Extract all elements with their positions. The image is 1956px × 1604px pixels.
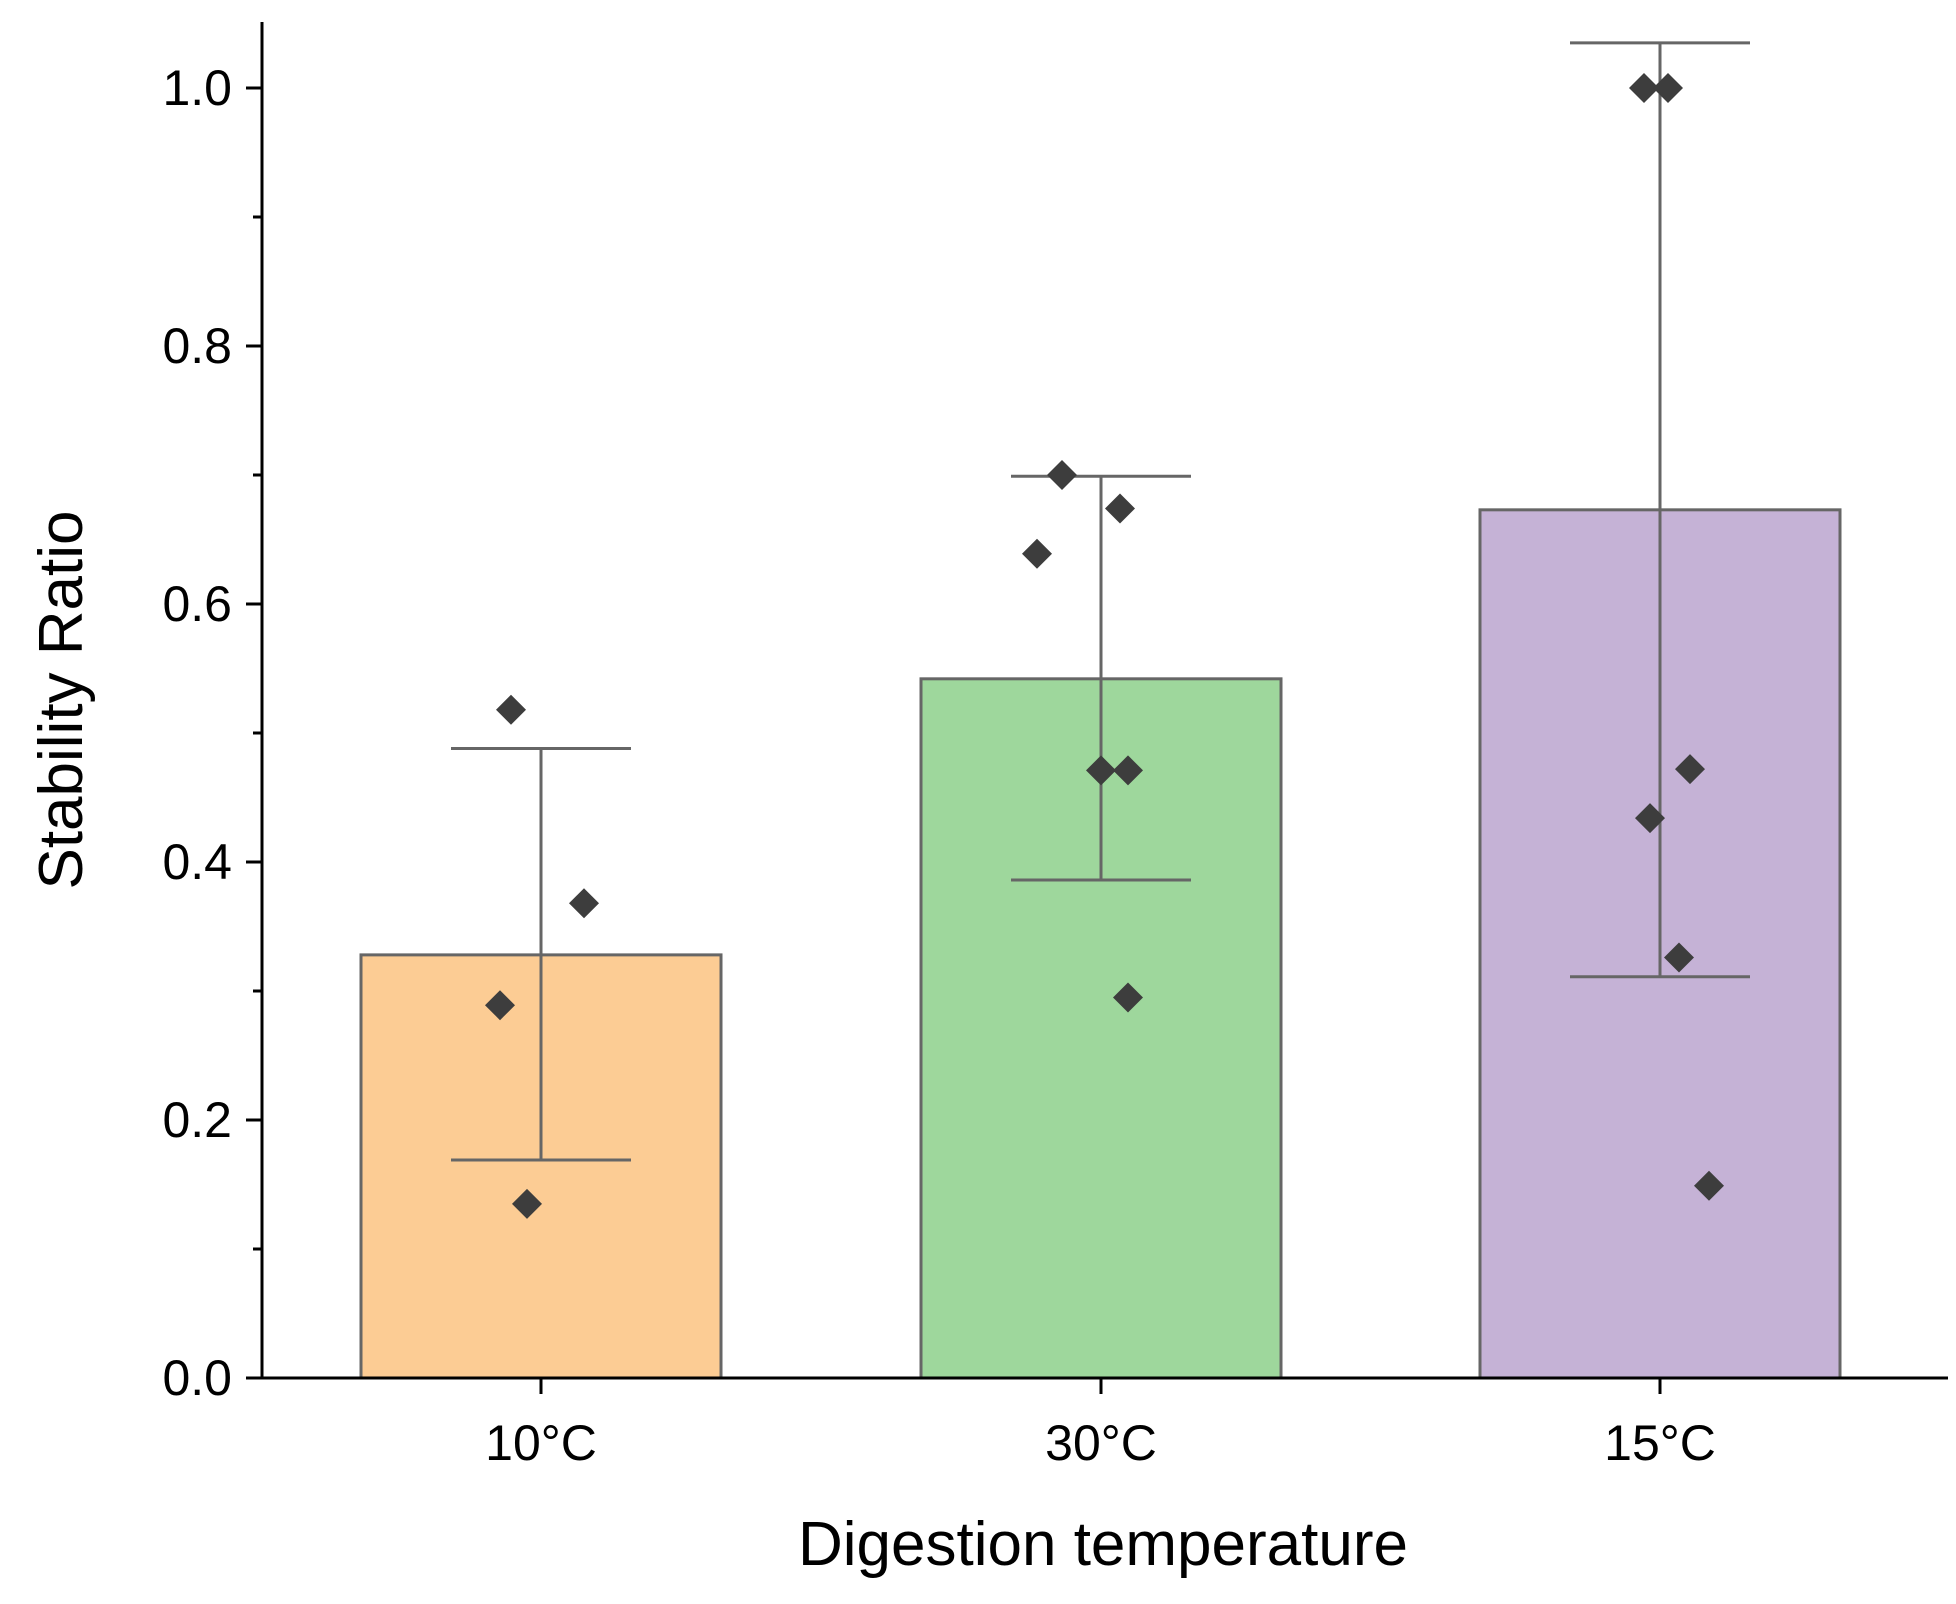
y-tick-label-4: 0.8: [162, 318, 232, 374]
x-tick-label-0: 10°C: [485, 1415, 597, 1471]
x-tick-label-2: 15°C: [1604, 1415, 1716, 1471]
y-tick-label-5: 1.0: [162, 60, 232, 116]
data-point-2-1: [1653, 73, 1683, 103]
data-point-1-5: [1113, 982, 1143, 1013]
data-point-1-4: [1113, 755, 1143, 786]
data-point-1-1: [1105, 493, 1135, 524]
y-tick-label-3: 0.6: [162, 576, 232, 632]
y-tick-label-1: 0.2: [162, 1092, 232, 1148]
data-point-2-5: [1694, 1170, 1724, 1201]
error-bar-1: [1011, 474, 1191, 882]
data-point-0-3: [512, 1188, 542, 1219]
data-point-2-2: [1675, 754, 1705, 785]
data-point-2-3: [1635, 803, 1665, 834]
y-tick-label-2: 0.4: [162, 834, 232, 890]
labels-layer: 0.0 0.2 0.4 0.6 0.8 1.0 10°C 30°C 15°C Digestion …: [27, 60, 1716, 1579]
y-tick-label-0: 0.0: [162, 1350, 232, 1406]
error-bars-layer: [451, 41, 1750, 1162]
data-point-1-2: [1022, 538, 1052, 569]
data-point-2-0: [1629, 73, 1659, 103]
points-layer: [485, 73, 1724, 1219]
y-axis-title: Stability Ratio: [27, 510, 96, 889]
x-tick-label-1: 30°C: [1045, 1415, 1157, 1471]
x-axis-title: Digestion temperature: [798, 1510, 1408, 1579]
data-point-0-1: [569, 888, 599, 919]
data-point-0-0: [496, 694, 526, 725]
data-point-1-3: [1086, 755, 1116, 786]
data-point-0-2: [485, 990, 515, 1021]
axes-layer: [246, 22, 1948, 1394]
data-point-2-4: [1664, 942, 1694, 973]
data-point-1-0: [1047, 460, 1077, 490]
error-bar-0: [451, 746, 631, 1162]
